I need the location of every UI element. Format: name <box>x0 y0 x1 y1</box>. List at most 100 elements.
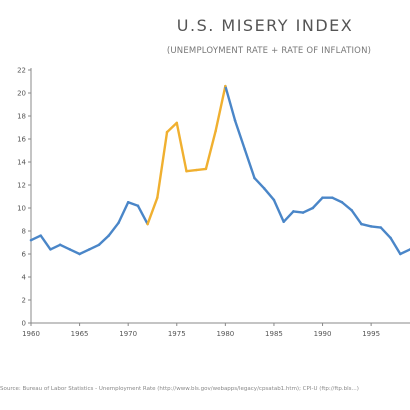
series-line-segment <box>136 204 149 226</box>
y-tick-label: 6 <box>22 251 27 259</box>
data-point <box>292 210 295 213</box>
data-point <box>146 222 149 226</box>
data-point <box>29 239 33 242</box>
series-line-segment <box>243 148 256 180</box>
series-line-segment <box>311 196 324 210</box>
y-tick-label: 10 <box>17 205 26 213</box>
x-tick-label: 1990 <box>314 330 332 338</box>
data-point <box>185 170 188 173</box>
series-line-segment <box>292 210 305 214</box>
y-tick-label: 22 <box>17 67 26 75</box>
series-line-segment <box>39 234 52 251</box>
series-line-segment <box>126 201 140 207</box>
y-tick-label: 14 <box>17 159 26 167</box>
series-line-segment <box>107 221 120 237</box>
data-point <box>214 129 217 133</box>
data-point <box>321 196 324 199</box>
data-point <box>243 148 246 151</box>
y-tick-label: 18 <box>17 113 26 121</box>
series-line-segment <box>29 234 42 242</box>
data-point <box>68 248 72 251</box>
data-point <box>379 226 383 229</box>
series-line-segment <box>68 248 81 256</box>
x-tick-label: 1980 <box>216 330 234 338</box>
series-line-segment <box>379 226 392 240</box>
series-line-segment <box>97 234 110 247</box>
series-line-segment <box>253 176 266 190</box>
series-line-segment <box>360 222 373 228</box>
x-tick-label: 1965 <box>71 330 89 338</box>
data-point <box>350 209 353 212</box>
series-line-highlight-segment <box>204 129 217 171</box>
series-line-highlight-segment <box>146 196 159 226</box>
data-point <box>301 211 305 214</box>
chart-subtitle: (UNEMPLOYMENT RATE + RATE OF INFLATION) <box>166 46 372 56</box>
data-point <box>97 243 101 246</box>
x-tick-label: 1970 <box>119 330 137 338</box>
series-line-segment <box>331 196 344 204</box>
series-line-segment <box>272 198 285 224</box>
series-line-highlight-segment <box>195 167 208 172</box>
y-tick-label: 8 <box>22 228 26 236</box>
data-point <box>49 248 52 251</box>
series-line-segment <box>282 210 295 224</box>
data-point <box>253 176 256 180</box>
series-line-segment <box>78 248 91 256</box>
series-line-highlight-segment <box>175 121 188 173</box>
series-line-highlight-segment <box>165 121 178 134</box>
data-point <box>331 196 334 199</box>
x-tick-label: 1995 <box>362 330 380 338</box>
series-line-segment <box>389 236 402 256</box>
data-point <box>175 121 178 125</box>
series-line-segment <box>340 201 353 212</box>
series-line-segment <box>301 206 315 214</box>
series-line-segment <box>58 243 72 251</box>
data-point <box>88 248 91 251</box>
data-point <box>272 198 276 202</box>
series-line-highlight-segment <box>185 168 198 173</box>
data-point <box>389 236 392 240</box>
data-point <box>360 222 363 226</box>
data-point <box>282 220 285 223</box>
data-point <box>136 204 140 207</box>
series-line-highlight-segment <box>156 130 169 199</box>
series-line-segment <box>49 243 62 251</box>
series-line-segment <box>350 209 363 226</box>
series-line-segment <box>117 201 130 225</box>
chart-title: U.S. MISERY INDEX <box>176 16 354 35</box>
data-point <box>263 187 266 190</box>
data-point <box>156 196 159 199</box>
x-tick-label: 1960 <box>22 330 40 338</box>
data-point <box>78 252 81 256</box>
data-point <box>369 225 373 228</box>
data-point <box>39 234 42 237</box>
data-point <box>224 84 227 88</box>
data-point <box>311 206 315 210</box>
data-point <box>340 201 344 204</box>
y-tick-label: 4 <box>22 274 27 282</box>
y-tick-label: 16 <box>17 136 26 144</box>
series-line-segment <box>369 225 383 229</box>
y-tick-label: 0 <box>22 320 26 328</box>
data-point <box>195 168 198 172</box>
series-line-segment <box>263 187 276 202</box>
series-line-segment <box>88 243 101 251</box>
series-line-highlight-segment <box>214 84 227 133</box>
data-point <box>233 119 237 122</box>
source-note: Source: Bureau of Labor Statistics - Une… <box>0 386 359 392</box>
data-point <box>126 201 130 204</box>
data-point <box>204 167 208 171</box>
data-point <box>58 243 62 246</box>
series-line-segment <box>399 248 410 256</box>
y-tick-label: 2 <box>22 297 26 305</box>
series-line-segment <box>224 84 237 122</box>
data-point <box>107 234 110 237</box>
x-tick-label: 1975 <box>168 330 186 338</box>
series-line-segment <box>233 119 246 151</box>
data-point <box>165 130 169 134</box>
data-point <box>399 252 402 256</box>
x-tick-label: 1985 <box>265 330 283 338</box>
data-point <box>117 221 120 225</box>
y-tick-label: 12 <box>17 182 26 190</box>
